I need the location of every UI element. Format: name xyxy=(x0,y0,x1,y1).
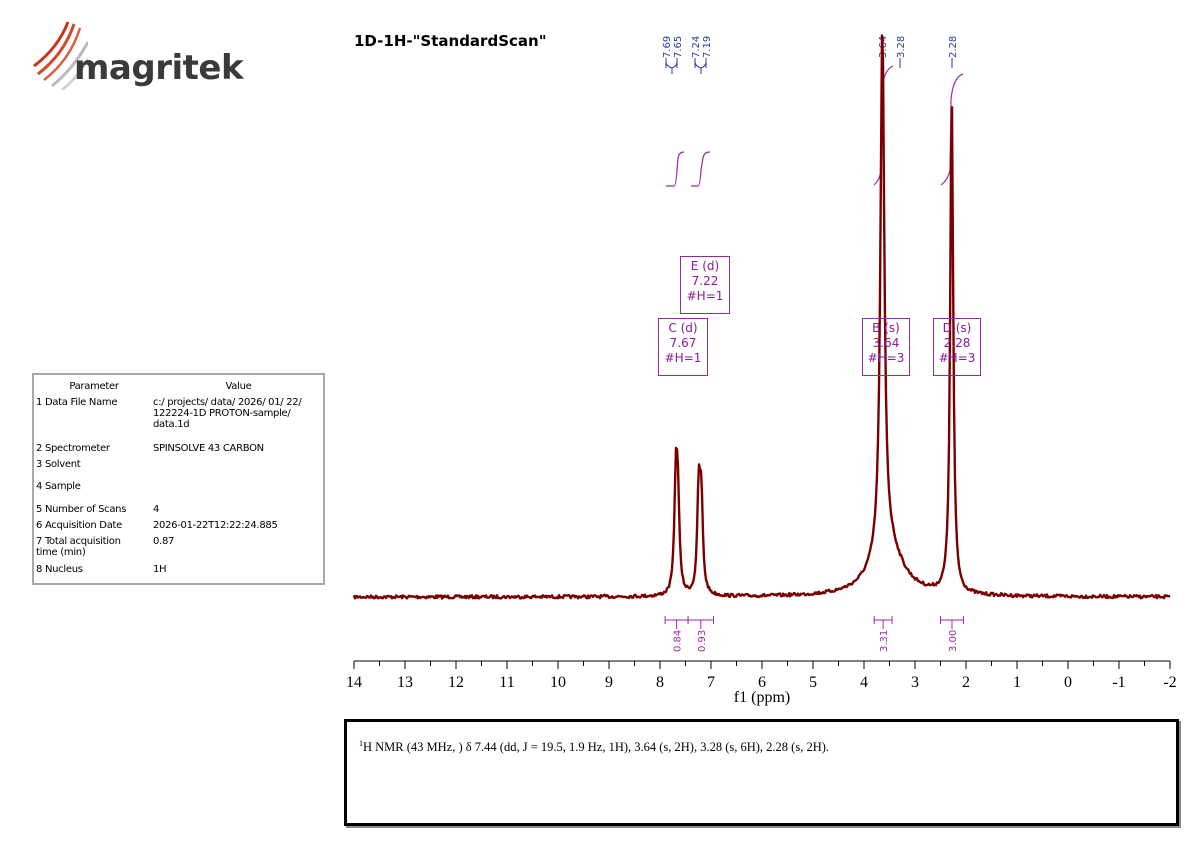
svg-text:6: 6 xyxy=(758,674,766,691)
svg-text:7: 7 xyxy=(707,674,715,691)
magritek-logo: magritek xyxy=(18,18,338,90)
integral-bar: 0.84 xyxy=(664,616,689,652)
svg-text:1: 1 xyxy=(1013,674,1021,691)
svg-text:3.31: 3.31 xyxy=(879,630,890,652)
integral-curve xyxy=(691,151,711,187)
integral-curves xyxy=(666,65,964,187)
integral-bars: 0.84 0.93 3.31 3.00 xyxy=(664,616,964,652)
svg-text:3.28: 3.28 xyxy=(896,36,907,58)
svg-text:7.19: 7.19 xyxy=(702,36,713,58)
header-value: Value xyxy=(225,380,252,392)
peak-pick-label: 7.65 xyxy=(673,36,684,68)
nmr-spectrum-chart: 7.69 7.65 7.24 7.19 3.64 3.28 2.28 0.84 0.93 3.3… xyxy=(346,34,1177,706)
param-name: 4 Sample xyxy=(36,481,81,492)
magritek-wave-icon xyxy=(33,21,88,90)
table-row: 6 Acquisition Date 2026-01-22T12:22:24.8… xyxy=(34,520,323,536)
svg-text:0.84: 0.84 xyxy=(673,630,684,652)
multiplet-shift: 7.67 xyxy=(669,336,697,350)
table-row: 5 Number of Scans 4 xyxy=(34,504,323,520)
parameter-table: Parameter Value 1 Data File Name c:/ pro… xyxy=(32,373,325,585)
header-parameter: Parameter xyxy=(69,380,119,392)
integral-bar: 3.31 xyxy=(873,616,893,652)
table-row: 7 Total acquisition time (min) 0.87 xyxy=(34,536,323,564)
svg-text:0.93: 0.93 xyxy=(697,630,708,652)
integral-bar: 3.00 xyxy=(940,616,964,652)
svg-text:7.69: 7.69 xyxy=(662,36,673,58)
multiplet-label-e[interactable]: E (d) 7.22 #H=1 xyxy=(680,256,730,314)
multiplet-nh: #H=3 xyxy=(867,351,905,365)
svg-text:4: 4 xyxy=(860,674,868,691)
multiplet-nh: #H=3 xyxy=(938,351,976,365)
param-name: 6 Acquisition Date xyxy=(36,520,122,531)
svg-text:0: 0 xyxy=(1064,674,1072,691)
multiplet-shift: 2.28 xyxy=(943,336,971,350)
report-body: H NMR (43 MHz, ) δ 7.44 (dd, J = 19.5, 1… xyxy=(363,740,830,755)
table-row: 4 Sample xyxy=(34,481,323,504)
table-row: 3 Solvent xyxy=(34,459,323,481)
table-row: 2 Spectrometer SPINSOLVE 43 CARBON xyxy=(34,443,323,459)
param-value: 4 xyxy=(153,504,160,515)
svg-text:12: 12 xyxy=(448,674,464,691)
svg-text:8: 8 xyxy=(656,674,664,691)
logo-text: magritek xyxy=(74,48,244,88)
table-row: 8 Nucleus 1H xyxy=(34,564,323,578)
x-axis-label: f1 (ppm) xyxy=(734,689,790,706)
svg-text:3: 3 xyxy=(911,674,919,691)
report-superscript: 1 xyxy=(359,739,363,748)
multiplet-label-c[interactable]: C (d) 7.67 #H=1 xyxy=(658,318,708,376)
svg-text:2.28: 2.28 xyxy=(948,36,959,58)
svg-text:3.00: 3.00 xyxy=(948,630,959,652)
param-name: 7 Total acquisition time (min) xyxy=(36,536,121,558)
param-name: 3 Solvent xyxy=(36,459,81,470)
multiplet-name: C (d) xyxy=(668,321,698,335)
svg-text:7.24: 7.24 xyxy=(691,36,702,58)
spectrum-title: 1D-1H-"StandardScan" xyxy=(354,32,547,50)
multiplet-shift: 3.64 xyxy=(872,336,900,350)
param-name: 5 Number of Scans xyxy=(36,504,127,515)
svg-text:-1: -1 xyxy=(1112,674,1125,691)
spectrum-trace xyxy=(352,34,1171,600)
svg-text:14: 14 xyxy=(346,674,362,691)
param-name: 1 Data File Name xyxy=(36,397,118,408)
svg-text:10: 10 xyxy=(550,674,566,691)
peak-pick-label: 7.19 xyxy=(702,36,713,68)
param-value: 2026-01-22T12:22:24.885 xyxy=(153,520,278,531)
param-value: 1H xyxy=(153,564,167,575)
svg-text:13: 13 xyxy=(397,674,413,691)
parameter-table-header: Parameter Value xyxy=(34,375,323,397)
peak-pick-label: 7.69 xyxy=(662,36,673,68)
svg-text:2: 2 xyxy=(962,674,970,691)
param-name: 8 Nucleus xyxy=(36,564,83,575)
svg-text:11: 11 xyxy=(499,674,514,691)
param-value: c:/ projects/ data/ 2026/ 01/ 22/ 122224… xyxy=(153,397,302,430)
multiplet-shift: 7.22 xyxy=(691,274,719,288)
x-axis: 14 13 12 11 10 9 8 7 6 5 4 3 2 1 0 -1 -2 xyxy=(346,660,1177,691)
multiplet-label-b[interactable]: B (s) 3.64 #H=3 xyxy=(862,318,910,376)
multiplet-name: B (s) xyxy=(872,321,900,335)
nmr-report-box[interactable]: 1H NMR (43 MHz, ) δ 7.44 (dd, J = 19.5, … xyxy=(344,719,1179,826)
multiplet-name: E (d) xyxy=(690,259,720,273)
param-value: 0.87 xyxy=(153,536,175,547)
svg-text:7.65: 7.65 xyxy=(673,36,684,58)
integral-curve xyxy=(666,151,685,187)
multiplet-nh: #H=1 xyxy=(686,289,724,303)
multiplet-nh: #H=1 xyxy=(664,351,702,365)
multiplet-label-d[interactable]: D (s) 2.28 #H=3 xyxy=(933,318,981,376)
integral-bar: 0.93 xyxy=(687,616,715,652)
peak-pick-labels: 7.69 7.65 7.24 7.19 3.64 3.28 2.28 xyxy=(662,36,959,74)
svg-text:-2: -2 xyxy=(1163,674,1176,691)
nmr-report-text: 1H NMR (43 MHz, ) δ 7.44 (dd, J = 19.5, … xyxy=(359,739,829,755)
svg-text:9: 9 xyxy=(605,674,613,691)
param-value: SPINSOLVE 43 CARBON xyxy=(153,443,264,454)
peak-pick-label: 7.24 xyxy=(691,36,702,68)
peak-pick-label: 3.28 xyxy=(896,36,907,68)
peak-pick-label: 2.28 xyxy=(948,36,959,68)
table-row: 1 Data File Name c:/ projects/ data/ 202… xyxy=(34,397,323,443)
param-name: 2 Spectrometer xyxy=(36,443,110,454)
svg-text:5: 5 xyxy=(809,674,817,691)
multiplet-name: D (s) xyxy=(942,321,972,335)
